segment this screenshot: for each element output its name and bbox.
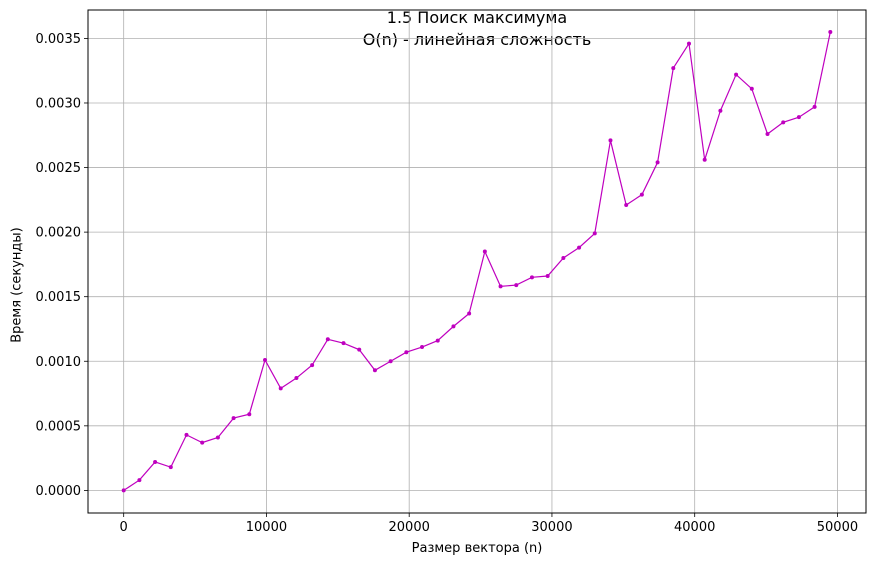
- data-point: [781, 120, 786, 125]
- data-point: [545, 274, 550, 279]
- x-tick-label: 10000: [246, 520, 287, 535]
- data-point: [796, 115, 801, 120]
- data-point: [828, 29, 833, 34]
- data-point: [686, 41, 691, 46]
- data-point: [624, 203, 629, 208]
- data-point: [467, 311, 472, 316]
- data-point: [168, 465, 173, 470]
- series-line: [123, 31, 831, 491]
- data-point: [357, 347, 362, 352]
- data-point: [137, 478, 142, 483]
- data-point: [734, 72, 739, 77]
- data-point: [121, 488, 126, 493]
- data-point: [812, 104, 817, 109]
- data-point: [639, 192, 644, 197]
- data-point: [215, 435, 220, 440]
- data-point: [435, 338, 440, 343]
- data-point: [514, 283, 519, 288]
- data-points: [121, 29, 833, 493]
- data-point: [247, 412, 252, 417]
- data-point: [420, 345, 425, 350]
- y-tick-label: 0.0025: [36, 161, 82, 176]
- y-tick-label: 0.0000: [36, 484, 82, 499]
- data-point: [200, 440, 205, 445]
- data-point: [153, 459, 158, 464]
- y-tick-label: 0.0005: [36, 419, 82, 434]
- data-point: [231, 416, 236, 421]
- x-tick-label: 50000: [817, 520, 858, 535]
- data-point: [655, 160, 660, 165]
- axis-ticks: 0 10000 20000 30000 40000 50000 0.0000 0.0005 0.…: [36, 32, 859, 535]
- data-point: [482, 249, 487, 254]
- chart-title: 1.5 Поиск максимума: [386, 8, 568, 27]
- data-point: [388, 359, 393, 364]
- data-point: [310, 363, 315, 368]
- x-tick-label: 40000: [674, 520, 715, 535]
- x-tick-label: 20000: [389, 520, 430, 535]
- data-point: [592, 231, 597, 236]
- grid: [88, 10, 866, 513]
- data-point: [294, 376, 299, 381]
- x-tick-label: 0: [120, 520, 128, 535]
- y-tick-label: 0.0035: [36, 32, 82, 47]
- data-point: [718, 108, 723, 113]
- data-point: [263, 357, 268, 362]
- data-point: [184, 432, 189, 437]
- y-tick-label: 0.0020: [36, 226, 82, 241]
- data-point: [561, 255, 566, 260]
- x-axis-label: Размер вектора (n): [411, 541, 543, 556]
- data-point: [372, 368, 377, 373]
- data-point: [702, 157, 707, 162]
- x-tick-label: 30000: [531, 520, 572, 535]
- data-point: [325, 337, 330, 342]
- data-point: [529, 275, 534, 280]
- chart-subtitle: O(n) - линейная сложность: [362, 30, 592, 49]
- y-tick-label: 0.0030: [36, 96, 82, 111]
- data-point: [451, 324, 456, 329]
- data-point: [608, 138, 613, 143]
- data-point: [577, 245, 582, 250]
- y-tick-label: 0.0015: [36, 290, 82, 305]
- data-point: [341, 341, 346, 346]
- data-point: [671, 66, 676, 71]
- plot-frame: [87, 9, 867, 514]
- data-point: [749, 86, 754, 91]
- data-point: [765, 131, 770, 136]
- y-tick-label: 0.0010: [36, 355, 82, 370]
- data-point: [278, 386, 283, 391]
- y-axis-label: Время (секунды): [9, 227, 25, 343]
- data-point: [404, 350, 409, 355]
- data-point: [498, 284, 503, 289]
